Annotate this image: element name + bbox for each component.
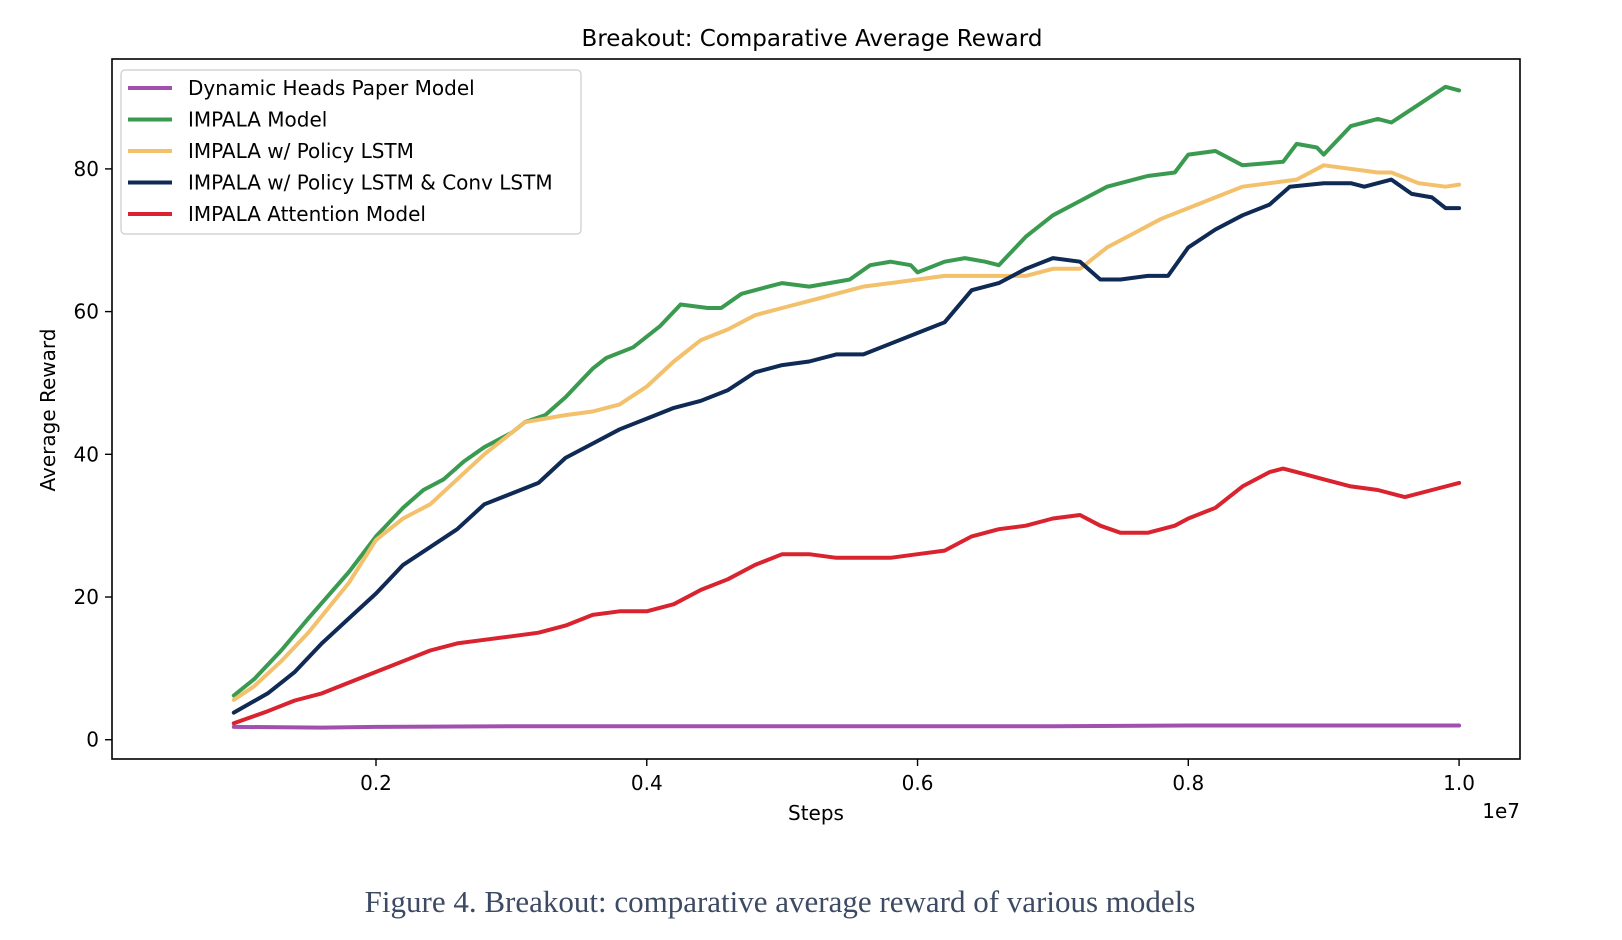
x-tick-label: 0.6: [902, 771, 934, 795]
legend: Dynamic Heads Paper Model IMPALA Model IMP…: [120, 69, 582, 235]
figure-caption: Figure 4. Breakout: comparative average …: [364, 884, 1196, 919]
series-line-5: [231, 466, 1462, 726]
chart-title: Breakout: Comparative Average Reward: [582, 26, 1043, 52]
y-axis: 0 20 40 60 80: [74, 157, 112, 752]
legend-label: IMPALA w/ Policy LSTM: [188, 139, 414, 163]
plot-frame: [111, 58, 1521, 760]
legend-label: IMPALA Model: [188, 108, 327, 132]
x-axis-label: Steps: [788, 801, 844, 825]
x-tick-label: 0.8: [1172, 771, 1204, 795]
x-tick-label: 0.4: [631, 771, 663, 795]
series-line-4: [231, 177, 1462, 715]
y-tick-label: 80: [74, 157, 99, 181]
y-tick-label: 0: [86, 728, 99, 752]
y-tick-label: 20: [74, 585, 99, 609]
x-tick-label: 1.0: [1443, 771, 1475, 795]
x-tick-label: 0.2: [360, 771, 392, 795]
series-line-2: [231, 84, 1462, 698]
chart: Breakout: Comparative Average Reward 0.2…: [36, 26, 1521, 825]
y-tick-label: 40: [74, 442, 99, 466]
legend-label: IMPALA w/ Policy LSTM & Conv LSTM: [188, 171, 553, 195]
y-axis-label: Average Reward: [36, 329, 60, 492]
legend-label: IMPALA Attention Model: [188, 202, 426, 226]
series-line-1: [231, 723, 1462, 730]
x-axis: 0.2 0.4 0.6 0.8 1.0: [360, 759, 1475, 795]
y-tick-label: 60: [74, 300, 99, 324]
plot-lines: [231, 84, 1462, 730]
legend-box: [120, 69, 582, 235]
x-axis-offset-label: 1e7: [1482, 799, 1520, 823]
legend-label: Dynamic Heads Paper Model: [188, 76, 475, 100]
series-line-3: [231, 163, 1462, 702]
